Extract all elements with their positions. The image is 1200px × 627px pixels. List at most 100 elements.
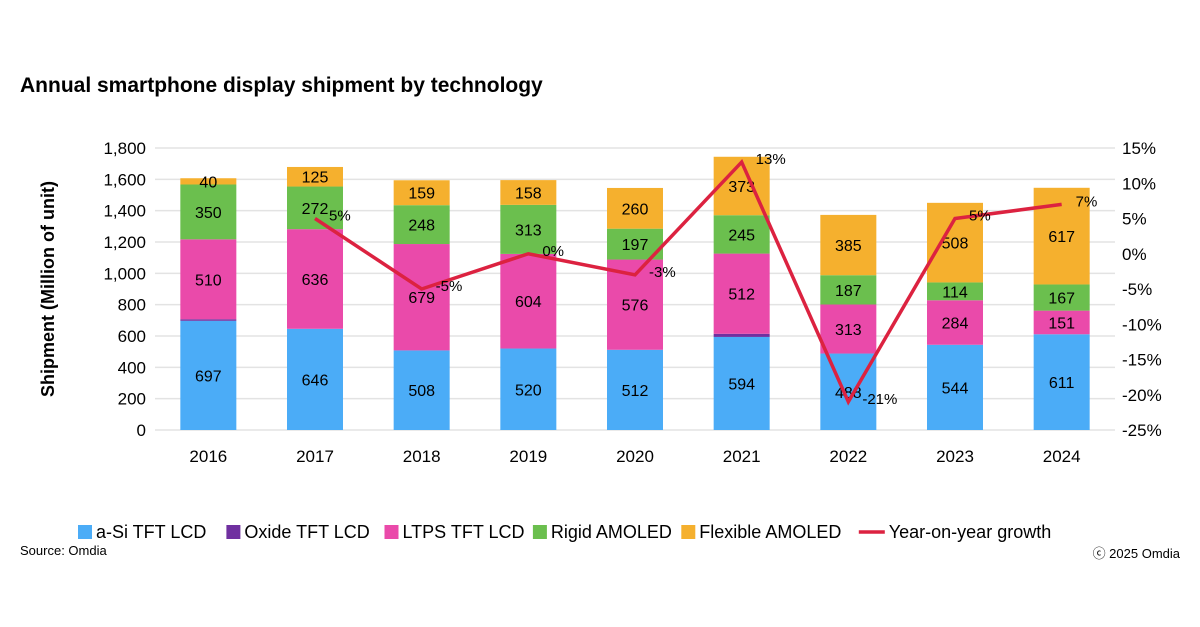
bar-segment [713,253,770,334]
y-tick-label: 400 [118,358,146,377]
bar-segment [607,187,663,229]
y2-tick-label: -25% [1122,421,1162,440]
bar-segment [180,320,237,430]
bar-segment [393,350,450,430]
data-label: 611 [1049,375,1075,392]
data-label: 373 [728,179,755,196]
legend-label: LTPS TFT LCD [403,522,525,542]
y2-tick-label: 0% [1122,245,1147,264]
data-label: 40 [199,174,217,191]
bar-segment [287,229,343,329]
copyright-note: ⓒ 2025 Omdia [1092,546,1180,561]
data-label: 313 [515,222,542,239]
data-label: 284 [942,316,969,333]
line-data-label: -21% [862,391,897,408]
bar-segment [500,180,557,205]
legend-swatch [78,525,92,539]
data-label: 512 [728,287,755,304]
bar-segment [180,319,237,321]
data-label: 260 [622,201,649,218]
bar-segment [393,180,450,206]
y2-tick-label: 5% [1122,210,1147,229]
y2-tick-label: 15% [1122,139,1156,158]
data-label: 508 [408,383,435,400]
line-data-label: 7% [1076,193,1098,210]
bar-segment [500,253,557,349]
y2-tick-label: -15% [1122,351,1162,370]
y-tick-label: 600 [118,327,146,346]
line-data-label: -3% [649,264,676,281]
data-label: 697 [195,368,222,385]
legend-label: Oxide TFT LCD [244,522,369,542]
y-tick-label: 1,000 [103,264,146,283]
line-data-label: -5% [436,278,463,295]
legend-label: Rigid AMOLED [551,522,672,542]
data-label: 350 [195,205,222,222]
data-label: 125 [302,170,329,187]
data-label: 594 [728,376,755,393]
y-axis-label: Shipment (Million of unit) [38,181,58,397]
data-label: 385 [835,238,862,255]
y-tick-label: 1,200 [103,233,146,252]
bar-segment [180,239,237,320]
y-tick-label: 1,600 [103,170,146,189]
data-label: 520 [515,382,542,399]
bar-segment [180,178,237,185]
bar-segment [180,184,237,240]
source-note: Source: Omdia [20,543,107,558]
x-tick-label: 2019 [509,447,547,466]
y-tick-label: 0 [137,421,146,440]
bar-segment [713,215,770,254]
data-label: 313 [835,322,862,339]
legend-label: Year-on-year growth [889,522,1051,542]
bar-segment [1033,310,1090,335]
data-label: 510 [195,272,222,289]
data-label: 114 [942,284,968,301]
y-tick-label: 1,400 [103,202,146,221]
data-label: 158 [515,185,542,202]
bar-segment [607,349,663,430]
line-data-label: 13% [756,151,786,168]
x-tick-label: 2023 [936,447,974,466]
bar-segment [1033,334,1090,430]
data-label: 248 [408,218,435,235]
data-label: 544 [942,380,969,397]
data-label: 187 [835,283,862,300]
data-label: 272 [302,201,329,218]
bar-segment [393,244,450,351]
bar-segment [500,348,557,430]
line-data-label: 5% [329,208,351,225]
legend-swatch [532,525,547,539]
data-label: 508 [942,236,969,253]
data-label: 512 [622,383,649,400]
data-label: 679 [408,290,435,307]
x-tick-label: 2016 [189,447,227,466]
y-tick-label: 800 [118,296,146,315]
data-label: 636 [302,272,329,289]
bar-segment [393,205,450,245]
line-data-label: 0% [542,243,564,260]
legend-swatch [384,525,399,539]
chart-title: Annual smartphone display shipment by te… [20,74,543,97]
legend-label: a-Si TFT LCD [96,522,206,542]
x-tick-label: 2017 [296,447,334,466]
y2-tick-label: -5% [1122,280,1152,299]
x-tick-label: 2021 [723,447,761,466]
y-tick-label: 1,800 [103,139,146,158]
bar-segment [287,328,343,430]
bar-segment [927,344,983,430]
x-tick-label: 2018 [403,447,441,466]
data-label: 617 [1048,229,1075,246]
bar-segment [713,333,770,337]
bar-segment [1033,284,1090,311]
bar-segment [500,204,557,254]
data-label: 646 [302,372,329,389]
bar-segment [927,282,983,301]
bar-segment [820,304,877,354]
x-tick-label: 2022 [829,447,867,466]
legend-label: Flexible AMOLED [699,522,841,542]
legend-swatch [226,525,241,539]
data-label: 197 [622,237,649,254]
